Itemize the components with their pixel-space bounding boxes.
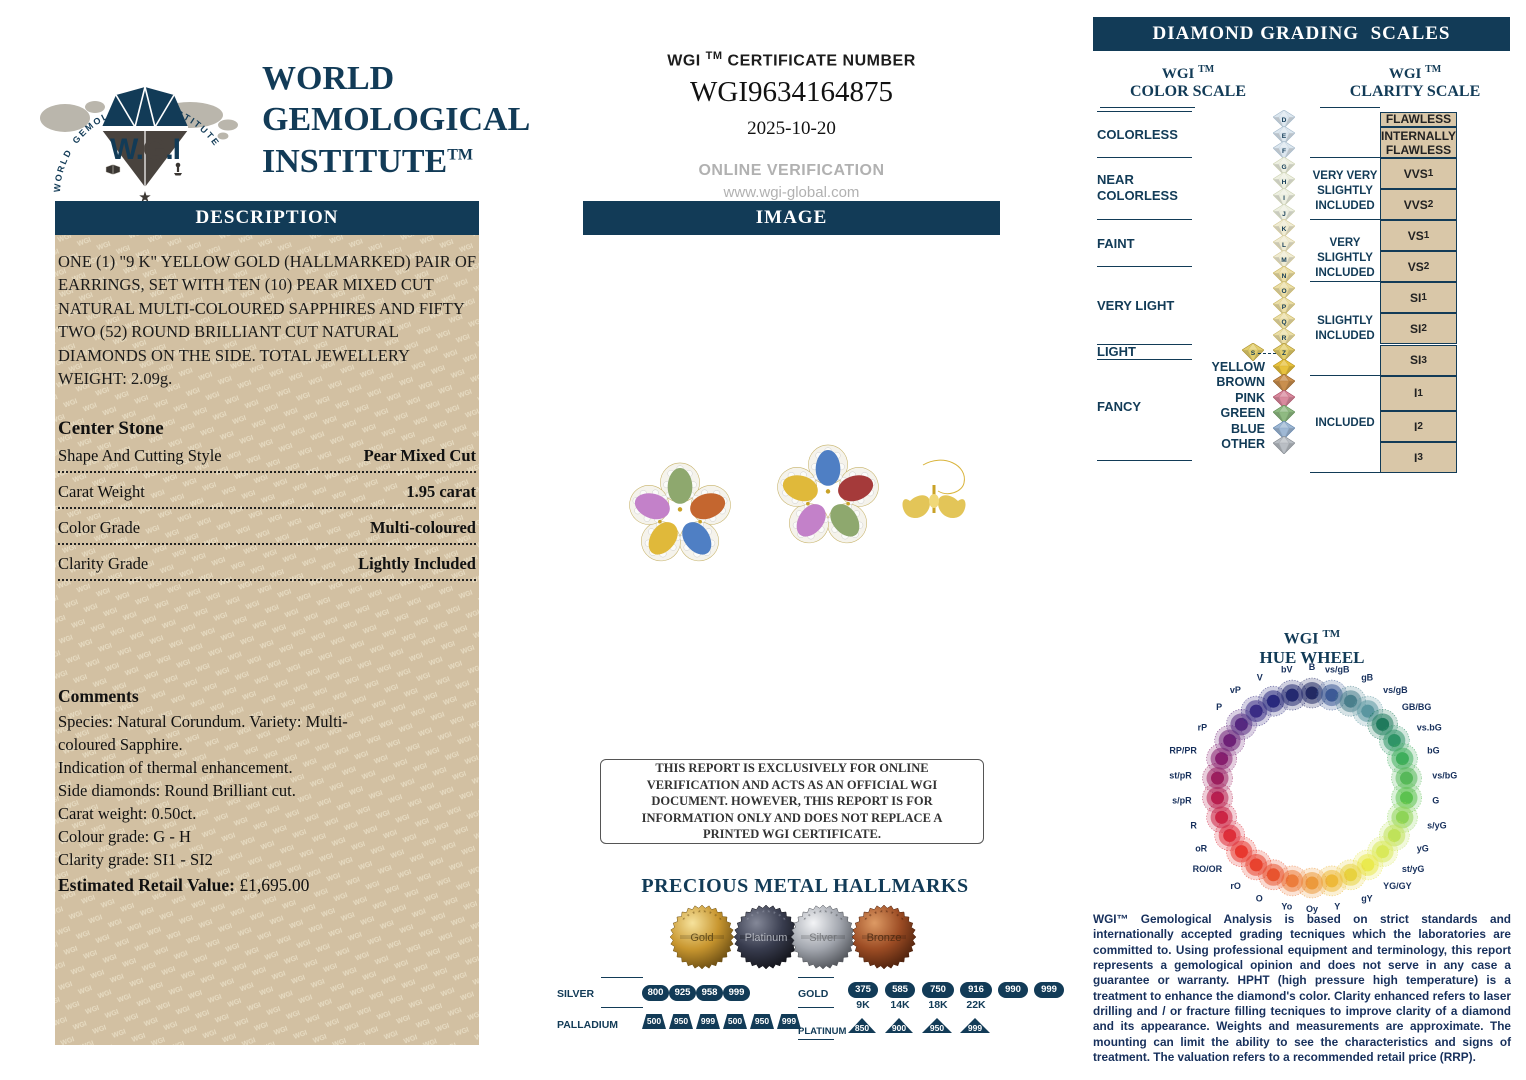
svg-text:Silver: Silver — [809, 932, 837, 944]
svg-text:R: R — [1282, 335, 1287, 342]
svg-text:rO: rO — [1230, 881, 1241, 891]
svg-text:bV: bV — [1281, 665, 1293, 675]
svg-text:P: P — [1216, 702, 1222, 712]
svg-text:W.G.I: W.G.I — [110, 133, 180, 166]
svg-text:st/pR: st/pR — [1169, 770, 1192, 780]
svg-text:bG: bG — [1427, 746, 1440, 756]
svg-text:D: D — [1282, 117, 1287, 124]
svg-text:vs/gB: vs/gB — [1325, 665, 1350, 675]
svg-text:Y: Y — [1334, 901, 1340, 911]
svg-text:Oy: Oy — [1306, 904, 1318, 914]
svg-text:E: E — [1282, 133, 1287, 140]
svg-text:vs/bG: vs/bG — [1432, 770, 1457, 780]
svg-text:yG: yG — [1417, 844, 1429, 854]
svg-text:V: V — [1257, 673, 1263, 683]
svg-text:rP: rP — [1198, 723, 1208, 733]
svg-text:s/pR: s/pR — [1172, 796, 1192, 806]
svg-text:Platinum: Platinum — [745, 932, 788, 944]
svg-text:G: G — [1281, 164, 1286, 171]
svg-text:vP: vP — [1230, 685, 1241, 695]
svg-text:H: H — [1282, 180, 1287, 187]
svg-text:P: P — [1282, 304, 1287, 311]
svg-text:gB: gB — [1361, 673, 1373, 683]
svg-text:Z: Z — [1282, 350, 1286, 357]
svg-text:I: I — [1283, 195, 1285, 202]
svg-text:s/yG: s/yG — [1427, 820, 1447, 830]
svg-text:RO/OR: RO/OR — [1193, 864, 1223, 874]
svg-text:RP/PR: RP/PR — [1169, 746, 1197, 756]
svg-text:L: L — [1282, 242, 1286, 249]
svg-text:st/yG: st/yG — [1402, 864, 1425, 874]
svg-text:S: S — [1251, 350, 1256, 357]
svg-text:B: B — [1309, 662, 1316, 672]
svg-text:O: O — [1256, 894, 1263, 904]
svg-text:N: N — [1282, 273, 1287, 280]
svg-text:Bronze: Bronze — [867, 932, 902, 944]
svg-text:M: M — [1281, 257, 1287, 264]
svg-text:Q: Q — [1281, 319, 1286, 326]
svg-text:O: O — [1281, 288, 1286, 295]
svg-text:vs.bG: vs.bG — [1417, 723, 1442, 733]
svg-text:F: F — [1282, 149, 1286, 156]
svg-text:gY: gY — [1361, 894, 1373, 904]
svg-text:YG/GY: YG/GY — [1383, 881, 1412, 891]
svg-text:Gold: Gold — [690, 932, 713, 944]
svg-text:J: J — [1282, 211, 1286, 218]
svg-text:K: K — [1282, 226, 1287, 233]
svg-text:oR: oR — [1195, 844, 1207, 854]
svg-text:Yo: Yo — [1281, 901, 1292, 911]
svg-text:vs/gB: vs/gB — [1383, 685, 1408, 695]
svg-text:R: R — [1190, 820, 1197, 830]
svg-text:G: G — [1432, 796, 1439, 806]
svg-text:GB/BG: GB/BG — [1402, 702, 1432, 712]
